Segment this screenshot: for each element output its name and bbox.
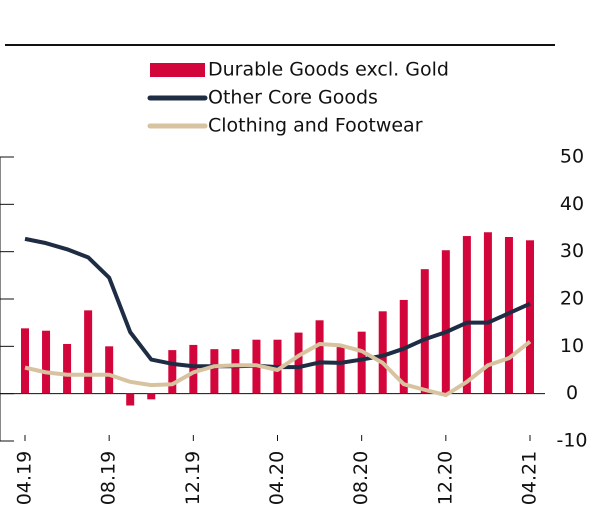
x-tick-label: 08.19 (98, 451, 120, 505)
y-tick-label: 10 (560, 335, 584, 357)
legend-swatch (150, 63, 205, 77)
legend-label: Other Core Goods (208, 87, 378, 109)
bar (315, 320, 324, 394)
line (24, 340, 532, 398)
legend-label: Clothing and Footwear (208, 115, 423, 137)
bar (420, 269, 429, 394)
y-tick-label: 50 (560, 146, 584, 168)
bar (483, 232, 492, 394)
bar (526, 240, 534, 394)
bar (21, 328, 29, 394)
bar (63, 343, 72, 394)
x-tick-label: 04.20 (266, 451, 288, 505)
bar (294, 332, 303, 394)
bar (462, 236, 471, 394)
bar (168, 350, 177, 394)
x-tick-label: 04.21 (519, 451, 541, 505)
y-tick-label: 30 (560, 240, 584, 262)
bar (189, 344, 198, 394)
bar (84, 310, 93, 394)
bar (105, 346, 114, 394)
bar (231, 349, 240, 394)
y-tick-label: 0 (566, 382, 578, 404)
bar (357, 331, 366, 394)
bar (147, 393, 156, 400)
x-tick-label: 08.20 (350, 451, 372, 505)
bar (210, 349, 219, 394)
bar (378, 311, 387, 394)
bar (441, 250, 450, 394)
y-tick-label: -10 (556, 430, 587, 452)
legend-label: Durable Goods excl. Gold (208, 59, 449, 81)
x-tick-label: 12.20 (434, 451, 456, 505)
bar (336, 345, 345, 394)
line (24, 236, 531, 370)
y-tick-label: 40 (560, 193, 584, 215)
bar (126, 393, 135, 406)
x-tick-label: 04.19 (14, 451, 36, 505)
y-tick-label: 20 (560, 288, 584, 310)
bar (42, 330, 51, 394)
x-tick-label: 12.19 (182, 451, 204, 505)
